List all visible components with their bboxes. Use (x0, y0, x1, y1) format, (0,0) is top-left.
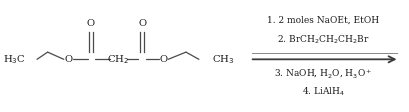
Text: CH$_2$: CH$_2$ (107, 53, 129, 66)
Text: O: O (138, 19, 146, 28)
Text: CH$_3$: CH$_3$ (211, 53, 234, 66)
Text: H$_3$C: H$_3$C (2, 53, 25, 66)
Text: O: O (64, 55, 72, 64)
Text: O: O (159, 55, 167, 64)
Text: 1. 2 moles NaOEt, EtOH: 1. 2 moles NaOEt, EtOH (267, 16, 379, 25)
Text: O: O (87, 19, 95, 28)
Text: 4. LiAlH$_4$: 4. LiAlH$_4$ (301, 86, 344, 98)
Text: 3. NaOH, H$_2$O, H$_3$O$^+$: 3. NaOH, H$_2$O, H$_3$O$^+$ (274, 67, 372, 80)
Text: 2. BrCH$_2$CH$_2$CH$_2$Br: 2. BrCH$_2$CH$_2$CH$_2$Br (276, 33, 369, 46)
